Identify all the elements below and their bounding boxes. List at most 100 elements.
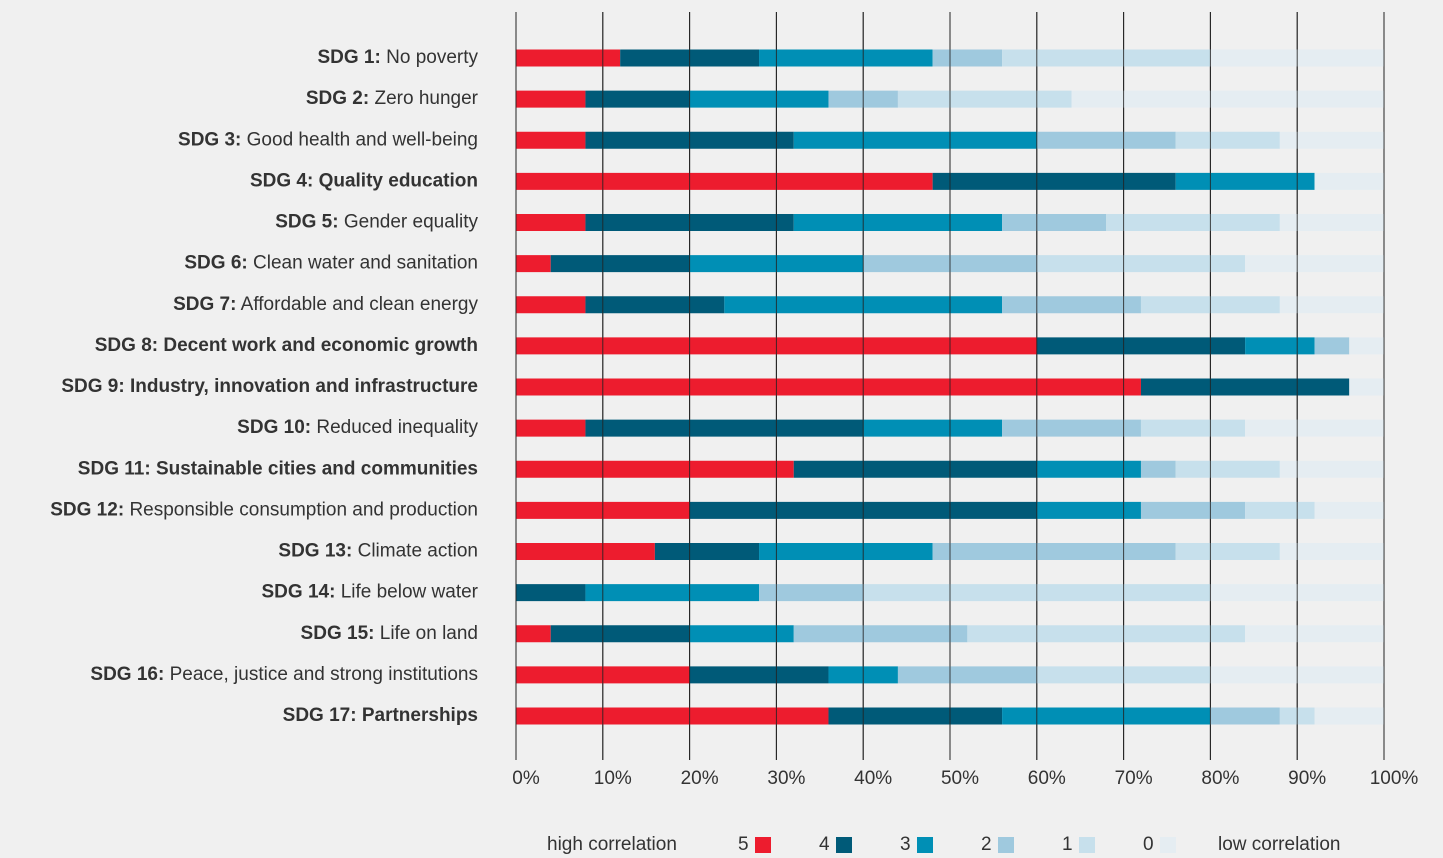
x-tick-label: 40% bbox=[854, 768, 892, 789]
category-code: SDG 5: bbox=[275, 212, 338, 233]
bar-segment bbox=[1036, 337, 1246, 355]
bar-segment bbox=[793, 625, 968, 643]
bar-segment bbox=[585, 419, 864, 437]
bar-segment bbox=[1002, 419, 1141, 437]
category-code: SDG 9: bbox=[61, 376, 124, 397]
bar-segment bbox=[1002, 296, 1141, 314]
legend-right-label: low correlation bbox=[1218, 834, 1341, 855]
bar-segment bbox=[793, 131, 1037, 149]
category-code: SDG 16: bbox=[90, 664, 164, 685]
category-name: Peace, justice and strong institutions bbox=[170, 664, 478, 685]
bar-segment bbox=[585, 90, 690, 108]
bar-segment bbox=[759, 584, 864, 602]
bar-segment bbox=[897, 666, 1037, 684]
x-tick-label: 0% bbox=[512, 768, 540, 789]
category-name: Gender equality bbox=[344, 212, 479, 233]
legend-label: 1 bbox=[1062, 834, 1073, 855]
bar-segment bbox=[516, 255, 551, 273]
category-label: SDG 14: Life below water bbox=[262, 582, 479, 603]
bar-segment bbox=[932, 49, 1003, 67]
category-code: SDG 14: bbox=[262, 582, 336, 603]
bar-segment bbox=[516, 419, 586, 437]
bar-segment bbox=[1175, 460, 1280, 478]
bar-segment bbox=[1175, 172, 1315, 190]
bar-segment bbox=[1140, 460, 1176, 478]
bar-segment bbox=[689, 90, 829, 108]
bar-segment bbox=[516, 172, 933, 190]
bar-segment bbox=[1140, 378, 1350, 396]
category-label: SDG 3: Good health and well-being bbox=[178, 129, 478, 150]
bar-segment bbox=[967, 625, 1246, 643]
legend-label: 3 bbox=[900, 834, 911, 855]
category-name: Zero hunger bbox=[374, 88, 478, 109]
category-name: Life on land bbox=[380, 623, 478, 644]
category-name: Life below water bbox=[341, 582, 479, 603]
bar-segment bbox=[1314, 501, 1384, 519]
category-label: SDG 17: Partnerships bbox=[283, 705, 478, 726]
bar-segment bbox=[759, 49, 933, 67]
x-tick-label: 50% bbox=[941, 768, 979, 789]
bar-segment bbox=[516, 625, 551, 643]
x-tick-label: 60% bbox=[1028, 768, 1066, 789]
bar-segment bbox=[1106, 214, 1280, 231]
bar-segment bbox=[1245, 337, 1315, 355]
category-name: Partnerships bbox=[362, 705, 478, 726]
category-name: Affordable and clean energy bbox=[241, 294, 479, 315]
bar-segment bbox=[516, 460, 794, 478]
category-label: SDG 16: Peace, justice and strong instit… bbox=[90, 664, 478, 685]
bar-segment bbox=[1036, 460, 1141, 478]
bar-segment bbox=[585, 296, 725, 314]
x-tick-label: 30% bbox=[767, 768, 805, 789]
bar-segment bbox=[1314, 337, 1350, 355]
bar-segment bbox=[1314, 172, 1384, 190]
category-code: SDG 3: bbox=[178, 129, 241, 150]
bar-segment bbox=[516, 707, 829, 725]
legend-swatch bbox=[917, 837, 933, 853]
category-label: SDG 10: Reduced inequality bbox=[237, 417, 478, 438]
bar-segment bbox=[1279, 296, 1384, 314]
bar-segment bbox=[932, 172, 1176, 190]
bar-segment bbox=[550, 255, 690, 273]
legend-swatch bbox=[836, 837, 852, 853]
category-code: SDG 4: bbox=[250, 170, 313, 191]
bar-segment bbox=[654, 543, 760, 560]
category-code: SDG 6: bbox=[184, 253, 247, 274]
category-code: SDG 12: bbox=[50, 499, 124, 520]
x-tick-label: 90% bbox=[1288, 768, 1326, 789]
bar-segment bbox=[1279, 131, 1384, 149]
bar-segment bbox=[1175, 543, 1280, 560]
bar-segment bbox=[516, 584, 586, 602]
category-label: SDG 12: Responsible consumption and prod… bbox=[50, 499, 478, 520]
legend-label: 4 bbox=[819, 834, 830, 855]
category-code: SDG 11: bbox=[78, 458, 151, 479]
bar-segment bbox=[1279, 543, 1384, 560]
category-name: Good health and well-being bbox=[247, 129, 478, 150]
category-code: SDG 13: bbox=[278, 541, 352, 562]
category-code: SDG 7: bbox=[173, 294, 236, 315]
category-label: SDG 6: Clean water and sanitation bbox=[184, 253, 478, 274]
category-label: SDG 7: Affordable and clean energy bbox=[173, 294, 478, 315]
bar-segment bbox=[1002, 214, 1107, 231]
bar-segment bbox=[897, 90, 1072, 108]
bar-segment bbox=[1175, 131, 1280, 149]
legend-label: 0 bbox=[1143, 834, 1154, 855]
bar-segment bbox=[516, 543, 655, 560]
bar-segment bbox=[932, 543, 1176, 560]
category-label: SDG 5: Gender equality bbox=[275, 212, 478, 233]
bar-segment bbox=[516, 378, 1141, 396]
category-name: Reduced inequality bbox=[316, 417, 478, 438]
category-name: Decent work and economic growth bbox=[163, 335, 478, 356]
category-name: Responsible consumption and production bbox=[129, 499, 478, 520]
category-name: Industry, innovation and infrastructure bbox=[130, 376, 478, 397]
bar-segment bbox=[516, 131, 586, 149]
x-tick-label: 20% bbox=[681, 768, 719, 789]
x-tick-label: 100% bbox=[1370, 768, 1419, 789]
category-label: SDG 4: Quality education bbox=[250, 170, 478, 191]
bar-segment bbox=[1314, 707, 1384, 725]
bar-segment bbox=[1036, 255, 1246, 273]
bar-segment bbox=[516, 296, 586, 314]
bar-segment bbox=[585, 584, 760, 602]
legend-swatch bbox=[1079, 837, 1095, 853]
legend-swatch bbox=[1160, 837, 1176, 853]
